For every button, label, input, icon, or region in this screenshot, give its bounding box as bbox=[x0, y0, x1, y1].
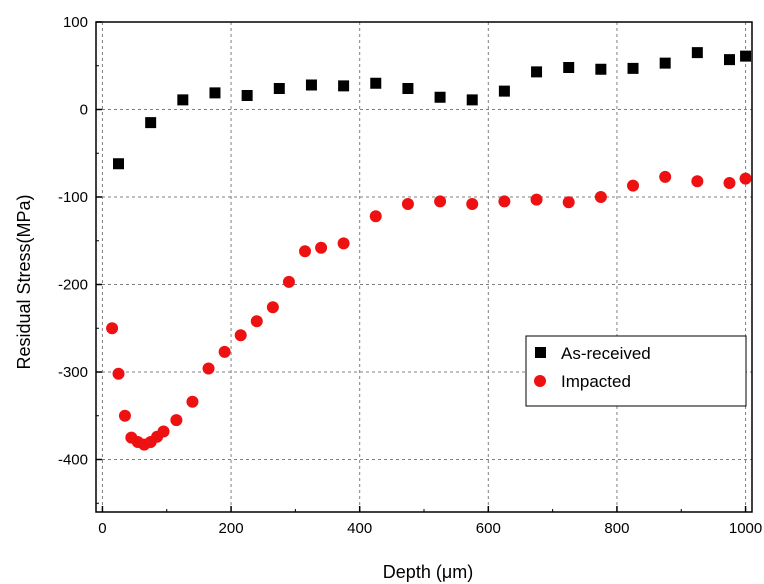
impacted-point bbox=[723, 177, 736, 189]
impacted-point bbox=[659, 170, 672, 183]
x-tick-label: 600 bbox=[476, 520, 501, 537]
y-tick-label: 0 bbox=[80, 102, 88, 119]
y-tick-label: -200 bbox=[58, 277, 88, 294]
impacted-point bbox=[337, 237, 350, 250]
legend: As-received Impacted bbox=[525, 335, 747, 407]
as-received-point bbox=[305, 79, 317, 91]
impacted-point bbox=[627, 179, 640, 192]
x-tick-label: 800 bbox=[604, 520, 629, 537]
y-tick-label: -100 bbox=[58, 189, 88, 206]
as-received-point bbox=[177, 94, 189, 106]
as-received-point bbox=[273, 83, 285, 94]
as-received-point bbox=[498, 85, 510, 97]
y-tick-label: -300 bbox=[58, 364, 88, 381]
y-tick-label: -400 bbox=[58, 452, 88, 469]
as-received-point bbox=[531, 66, 543, 78]
as-received-point bbox=[370, 77, 382, 89]
as-received-point bbox=[627, 62, 639, 74]
as-received-point bbox=[145, 117, 157, 129]
x-tick-label: 400 bbox=[347, 520, 372, 537]
x-axis-title: Depth (μm) bbox=[383, 562, 473, 582]
as-received-point bbox=[595, 63, 607, 75]
legend-label-as-received: As-received bbox=[561, 344, 651, 363]
legend-box bbox=[525, 335, 747, 407]
impacted-point bbox=[234, 329, 247, 342]
legend-label-impacted: Impacted bbox=[561, 372, 631, 391]
x-tick-label: 0 bbox=[98, 520, 106, 537]
grid-lines bbox=[96, 21, 752, 512]
legend-circle-marker bbox=[534, 375, 546, 387]
impacted-point bbox=[157, 425, 170, 438]
impacted-point bbox=[594, 191, 607, 203]
impacted-point bbox=[739, 172, 752, 185]
legend-square-marker bbox=[535, 347, 546, 358]
impacted-point bbox=[282, 275, 295, 288]
impacted-point bbox=[466, 198, 479, 210]
impacted-point bbox=[218, 345, 231, 358]
impacted-point bbox=[186, 395, 199, 408]
as-received-point bbox=[740, 50, 752, 62]
x-tick-label: 200 bbox=[219, 520, 244, 537]
as-received-point bbox=[434, 91, 446, 103]
impacted-point bbox=[202, 362, 215, 375]
impacted-point bbox=[112, 367, 125, 380]
axis-ticks bbox=[96, 21, 747, 512]
impacted-point bbox=[170, 414, 183, 427]
as-received-point bbox=[338, 80, 350, 92]
as-received-point bbox=[691, 47, 703, 59]
impacted-point bbox=[498, 195, 511, 208]
impacted-point bbox=[691, 175, 704, 188]
as-received-point bbox=[563, 62, 575, 73]
as-received-point bbox=[466, 94, 478, 106]
impacted-point bbox=[266, 301, 279, 314]
impacted-point bbox=[401, 198, 414, 210]
impacted-point bbox=[106, 322, 119, 335]
impacted-point bbox=[250, 315, 263, 328]
impacted-point bbox=[434, 195, 447, 208]
as-received-point bbox=[241, 90, 253, 101]
as-received-point bbox=[209, 87, 221, 99]
as-received-point bbox=[659, 57, 671, 69]
impacted-point bbox=[118, 409, 131, 422]
as-received-point bbox=[113, 158, 125, 170]
plot-frame bbox=[95, 21, 753, 513]
impacted-point bbox=[562, 196, 575, 209]
y-axis-title: Residual Stress(MPa) bbox=[14, 194, 34, 369]
as-received-point bbox=[402, 83, 414, 94]
impacted-point bbox=[299, 245, 312, 258]
as-received-point bbox=[723, 54, 735, 66]
x-tick-label: 1000 bbox=[729, 520, 762, 537]
data-points bbox=[106, 47, 752, 451]
impacted-point bbox=[315, 241, 328, 254]
impacted-point bbox=[530, 193, 543, 206]
y-tick-label: 100 bbox=[63, 14, 88, 31]
impacted-point bbox=[369, 210, 382, 223]
